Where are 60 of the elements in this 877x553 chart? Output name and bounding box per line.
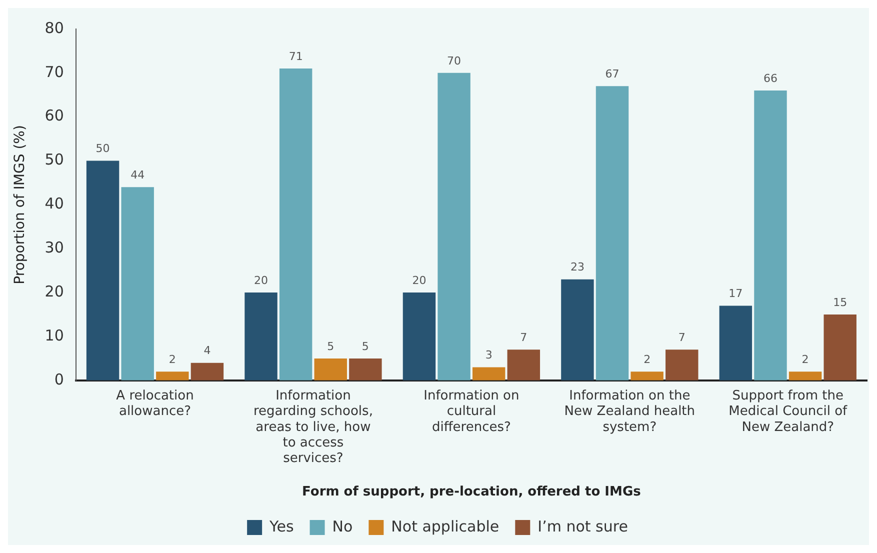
x-tick-label: Information on cultural differences? xyxy=(424,388,520,435)
bar xyxy=(402,292,436,380)
data-label: 44 xyxy=(130,168,145,182)
data-label: 50 xyxy=(96,142,110,156)
bar xyxy=(279,68,312,380)
bar xyxy=(121,187,154,380)
data-label: 2 xyxy=(168,352,176,366)
bar xyxy=(630,372,664,380)
bar xyxy=(156,372,189,380)
y-tick-label: 20 xyxy=(44,282,64,300)
data-label: 7 xyxy=(678,331,686,344)
x-tick-label: Information on the New Zealand health system? xyxy=(564,388,696,435)
legend-label: Yes xyxy=(268,517,294,536)
y-tick-label: 40 xyxy=(44,194,64,213)
bar xyxy=(666,350,698,380)
data-label: 3 xyxy=(485,348,492,362)
legend-label: No xyxy=(332,517,353,536)
legend-label: Not applicable xyxy=(391,517,500,536)
bar xyxy=(754,90,787,380)
data-label: 67 xyxy=(605,67,620,80)
data-label: 7 xyxy=(520,331,528,344)
data-label: 23 xyxy=(570,260,584,274)
bar xyxy=(824,314,856,380)
data-label: 20 xyxy=(412,274,426,287)
legend-label: I’m not sure xyxy=(538,517,628,536)
bar xyxy=(561,279,594,380)
y-axis-title: Proportion of IMGS (%) xyxy=(12,125,28,284)
bar xyxy=(86,160,120,380)
y-tick-label: 10 xyxy=(44,326,64,344)
data-label: 66 xyxy=(763,72,778,85)
x-tick-label: A relocation allowance? xyxy=(116,388,194,420)
y-tick-label: 70 xyxy=(44,62,64,81)
x-tick-label: Information regarding schools, areas to live, how to access services? xyxy=(253,388,373,466)
y-tick-label: 0 xyxy=(54,370,64,388)
data-label: 71 xyxy=(288,50,303,63)
data-label: 5 xyxy=(327,340,334,353)
data-label: 20 xyxy=(254,274,268,287)
bar xyxy=(314,358,347,380)
bar xyxy=(788,372,822,380)
bar xyxy=(472,367,506,380)
bar xyxy=(596,86,629,380)
data-label: 5 xyxy=(362,340,369,353)
data-label: 15 xyxy=(833,296,848,309)
bar xyxy=(349,358,382,380)
bar xyxy=(438,72,470,380)
x-axis-title: Form of support, pre-location, offered to IMGs xyxy=(302,484,642,500)
data-label: 2 xyxy=(802,352,809,366)
y-tick-label: 30 xyxy=(44,238,64,257)
data-label: 4 xyxy=(204,344,211,358)
y-tick-label: 80 xyxy=(44,18,64,37)
y-tick-label: 60 xyxy=(44,106,64,125)
bar xyxy=(244,292,278,380)
data-label: 17 xyxy=(728,287,743,300)
data-label: 70 xyxy=(447,54,462,68)
data-label: 2 xyxy=(644,352,651,366)
y-tick-label: 50 xyxy=(44,150,64,169)
bar xyxy=(190,362,224,380)
bar xyxy=(507,350,540,380)
bar xyxy=(719,306,752,380)
x-tick-label: Support from the Medical Council of New Zealand? xyxy=(728,388,848,435)
